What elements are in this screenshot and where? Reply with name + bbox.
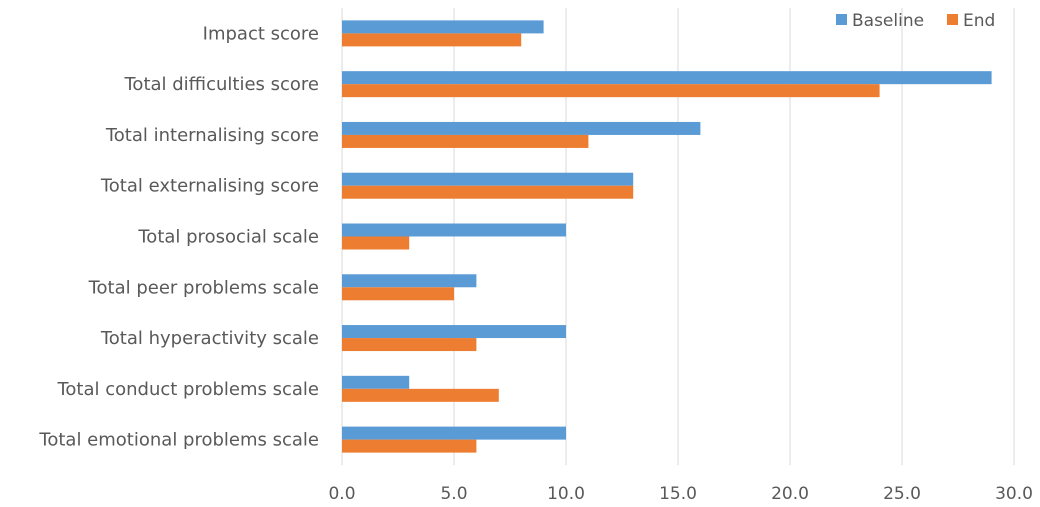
bar-end (342, 236, 410, 250)
bar-end (342, 33, 522, 47)
bar-baseline (342, 223, 566, 237)
bar-end (342, 185, 634, 199)
category-labels: Impact score Total difficulties score Tota… (38, 23, 319, 450)
bar-end (342, 84, 880, 98)
bars (342, 20, 992, 453)
category-label: Total prosocial scale (137, 227, 319, 248)
x-tick-label: 25.0 (883, 484, 921, 504)
x-axis-tick-labels: 0.0 5.0 10.0 15.0 20.0 25.0 30.0 (328, 484, 1032, 504)
x-tick-label: 20.0 (771, 484, 809, 504)
bar-baseline (342, 172, 634, 186)
category-label: Impact score (203, 23, 319, 44)
bar-end (342, 134, 589, 148)
bar-baseline (342, 325, 566, 339)
bar-baseline (342, 20, 544, 34)
legend: Baseline End (836, 11, 995, 31)
category-label: Total difficulties score (124, 74, 320, 95)
bar-end (342, 439, 477, 453)
bar-baseline (342, 71, 992, 85)
category-label: Total externalising score (100, 176, 319, 197)
bar-baseline (342, 121, 701, 135)
x-tick-label: 0.0 (328, 484, 355, 504)
legend-label-baseline: Baseline (852, 11, 924, 31)
x-tick-label: 30.0 (995, 484, 1033, 504)
bar-baseline (342, 426, 566, 440)
bar-end (342, 287, 454, 301)
x-tick-label: 15.0 (659, 484, 697, 504)
category-label: Total conduct problems scale (56, 379, 319, 400)
category-label: Total hyperactivity scale (100, 328, 319, 349)
bar-end (342, 388, 499, 402)
x-tick-label: 10.0 (547, 484, 585, 504)
bar-baseline (342, 274, 477, 288)
category-label: Total internalising score (105, 125, 319, 146)
legend-label-end: End (963, 11, 995, 31)
x-tick-label: 5.0 (440, 484, 467, 504)
category-label: Total peer problems scale (88, 277, 319, 298)
bar-baseline (342, 375, 410, 389)
legend-swatch-baseline (836, 14, 847, 25)
category-label: Total emotional problems scale (38, 430, 319, 451)
bar-end (342, 338, 477, 352)
legend-swatch-end (947, 14, 958, 25)
